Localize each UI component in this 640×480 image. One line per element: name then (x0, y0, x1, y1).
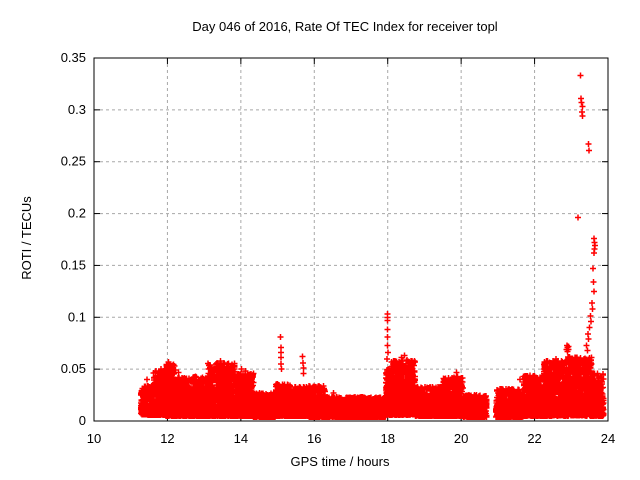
x-tick-label: 20 (454, 431, 468, 446)
y-tick-label: 0 (79, 413, 86, 428)
axes-and-ticks: 10 12 14 16 18 20 22 24 0 0.05 0.1 0.15 0.2 0.25 0.3 0.… (61, 50, 616, 446)
x-tick-label: 22 (527, 431, 541, 446)
x-axis-label: GPS time / hours (291, 454, 390, 469)
data-points (138, 72, 607, 420)
y-tick-label: 0.1 (68, 309, 86, 324)
x-tick-label: 18 (380, 431, 394, 446)
plot-frame (93, 57, 609, 422)
x-tick-label: 14 (234, 431, 248, 446)
x-tick-label: 24 (601, 431, 615, 446)
y-tick-label: 0.35 (61, 50, 86, 65)
grid-lines (94, 58, 608, 421)
x-tick-label: 12 (160, 431, 174, 446)
chart-title: Day 046 of 2016, Rate Of TEC Index for r… (192, 19, 498, 34)
y-tick-label: 0.3 (68, 102, 86, 117)
y-tick-label: 0.2 (68, 206, 86, 221)
x-tick-label: 10 (87, 431, 101, 446)
scatter-markers-path (138, 72, 607, 420)
y-axis-label: ROTI / TECUs (19, 196, 34, 280)
y-tick-label: 0.05 (61, 361, 86, 376)
y-tick-label: 0.15 (61, 257, 86, 272)
y-tick-label: 0.25 (61, 154, 86, 169)
x-tick-label: 16 (307, 431, 321, 446)
